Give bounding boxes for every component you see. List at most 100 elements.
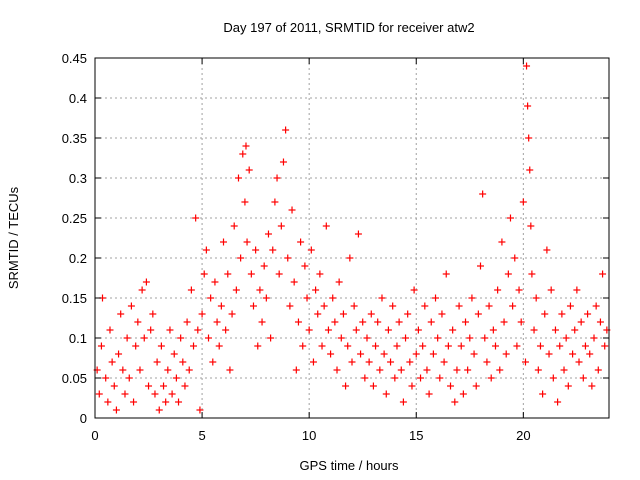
- data-point: [382, 390, 390, 398]
- data-point: [393, 342, 401, 350]
- data-point: [378, 294, 386, 302]
- data-point: [183, 318, 191, 326]
- data-point: [541, 310, 549, 318]
- data-point: [271, 198, 279, 206]
- data-point: [487, 374, 495, 382]
- data-point: [365, 358, 373, 366]
- data-point: [526, 166, 534, 174]
- data-point: [429, 350, 437, 358]
- data-point: [234, 174, 242, 182]
- data-point: [196, 406, 204, 414]
- data-point: [369, 382, 377, 390]
- x-tick-label: 5: [198, 428, 205, 443]
- data-point: [483, 358, 491, 366]
- data-point: [209, 358, 217, 366]
- y-tick-label: 0: [80, 411, 87, 426]
- data-point: [220, 238, 227, 246]
- data-point: [459, 390, 467, 398]
- data-point: [434, 334, 442, 342]
- data-point: [258, 318, 266, 326]
- data-point: [337, 334, 345, 342]
- data-point: [519, 198, 527, 206]
- data-point: [479, 190, 487, 198]
- data-point: [414, 326, 422, 334]
- data-point: [399, 398, 407, 406]
- data-point: [331, 318, 339, 326]
- data-point: [145, 382, 153, 390]
- data-point: [241, 198, 249, 206]
- data-point: [329, 294, 337, 302]
- data-point: [406, 358, 414, 366]
- data-point: [200, 270, 208, 278]
- data-point: [215, 342, 223, 350]
- data-point: [222, 326, 230, 334]
- x-axis-label: GPS time / hours: [300, 458, 399, 473]
- data-point: [525, 134, 533, 142]
- data-point: [599, 270, 607, 278]
- data-point: [440, 358, 448, 366]
- data-point: [421, 302, 429, 310]
- data-point: [372, 342, 380, 350]
- data-point: [242, 142, 250, 150]
- data-point: [339, 310, 347, 318]
- data-point: [247, 270, 255, 278]
- y-tick-label: 0.25: [62, 211, 87, 226]
- y-tick-label: 0.3: [69, 171, 87, 186]
- data-point: [290, 278, 298, 286]
- data-point: [530, 326, 538, 334]
- data-point: [179, 358, 187, 366]
- data-point: [348, 358, 356, 366]
- data-point: [130, 398, 138, 406]
- data-point: [205, 334, 213, 342]
- data-point: [151, 390, 159, 398]
- data-point: [297, 238, 305, 246]
- data-point: [106, 326, 114, 334]
- data-point: [361, 374, 369, 382]
- data-point: [500, 318, 508, 326]
- data-point: [312, 286, 320, 294]
- data-point: [288, 206, 296, 214]
- data-point: [342, 382, 350, 390]
- data-point: [324, 326, 332, 334]
- data-point: [447, 382, 455, 390]
- data-point: [577, 318, 585, 326]
- x-tick-labels: 0 5 10 15 20: [91, 428, 530, 443]
- data-point: [579, 374, 587, 382]
- data-point: [249, 302, 257, 310]
- data-point: [322, 222, 330, 230]
- data-point: [504, 270, 512, 278]
- y-tick-label: 0.15: [62, 291, 87, 306]
- data-point: [376, 366, 384, 374]
- data-point: [232, 286, 240, 294]
- data-point: [395, 318, 403, 326]
- data-point: [536, 342, 544, 350]
- data-point: [110, 382, 118, 390]
- data-point: [523, 62, 531, 70]
- data-point: [575, 358, 583, 366]
- data-point: [584, 310, 592, 318]
- data-point: [202, 246, 210, 254]
- plot-frame: [94, 57, 610, 419]
- data-point: [380, 350, 388, 358]
- data-point: [277, 222, 285, 230]
- data-point: [560, 366, 568, 374]
- data-point: [481, 334, 489, 342]
- data-point: [181, 382, 189, 390]
- data-point: [187, 286, 195, 294]
- data-point: [551, 326, 559, 334]
- data-point: [464, 366, 472, 374]
- data-point: [387, 358, 395, 366]
- data-point: [155, 406, 163, 414]
- data-point: [573, 286, 581, 294]
- x-tick-label: 20: [516, 428, 530, 443]
- data-point: [136, 366, 144, 374]
- y-tick-label: 0.45: [62, 51, 87, 66]
- data-point: [245, 166, 253, 174]
- data-point: [333, 366, 341, 374]
- data-point: [132, 342, 140, 350]
- data-point: [412, 350, 420, 358]
- data-point: [301, 262, 309, 270]
- data-point: [121, 390, 129, 398]
- data-point: [294, 318, 302, 326]
- data-point: [305, 326, 313, 334]
